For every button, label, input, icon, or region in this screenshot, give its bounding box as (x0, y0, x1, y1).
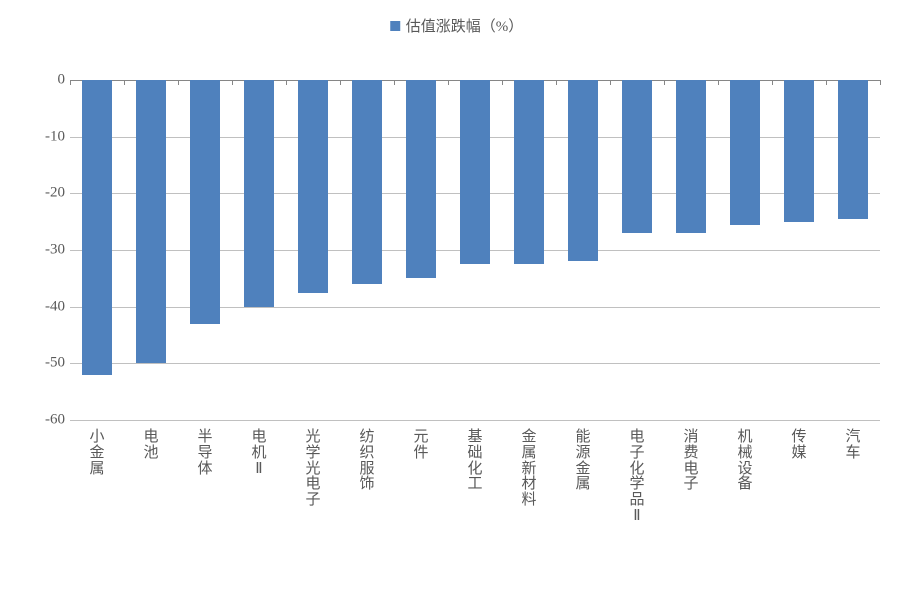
x-tick-label: 传媒 (772, 430, 826, 462)
legend-label: 估值涨跌幅（%） (406, 15, 524, 36)
x-tick-label: 小金属 (70, 430, 124, 477)
x-tick-label: 电子化学品Ⅱ (610, 430, 664, 525)
x-tick (286, 80, 287, 85)
bar (190, 80, 220, 324)
grid-line (70, 420, 880, 421)
x-tick (718, 80, 719, 85)
x-tick (772, 80, 773, 85)
bar (244, 80, 274, 307)
x-tick-label: 半导体 (178, 430, 232, 477)
x-tick-label: 金属新材料 (502, 430, 556, 509)
bar (730, 80, 760, 225)
x-tick-label: 汽车 (826, 430, 880, 462)
plot-area (70, 80, 880, 420)
x-tick (610, 80, 611, 85)
bar (298, 80, 328, 293)
x-tick (178, 80, 179, 85)
bar (136, 80, 166, 363)
x-tick-label: 光学光电子 (286, 430, 340, 509)
y-tick-label: -50 (45, 355, 65, 372)
bar (676, 80, 706, 233)
grid-line (70, 363, 880, 364)
y-tick-label: -30 (45, 242, 65, 259)
x-tick-label: 机械设备 (718, 430, 772, 493)
y-tick-label: -40 (45, 298, 65, 315)
x-tick (664, 80, 665, 85)
bar (514, 80, 544, 264)
bar (838, 80, 868, 219)
bar (460, 80, 490, 264)
x-tick (448, 80, 449, 85)
x-tick (124, 80, 125, 85)
y-tick-label: -60 (45, 412, 65, 429)
x-tick (502, 80, 503, 85)
y-tick-label: -10 (45, 128, 65, 145)
x-tick-label: 电机Ⅱ (232, 430, 286, 477)
y-tick-label: 0 (58, 72, 66, 89)
x-tick-label: 纺织服饰 (340, 430, 394, 493)
x-tick (880, 80, 881, 85)
bar (784, 80, 814, 222)
bar (406, 80, 436, 278)
x-tick-label: 能源金属 (556, 430, 610, 493)
x-tick (340, 80, 341, 85)
bar (622, 80, 652, 233)
x-tick-label: 基础化工 (448, 430, 502, 493)
chart-container: 估值涨跌幅（%） 0 -10 -20 -30 -40 -50 -60 小金属电池半导体电机Ⅱ… (0, 0, 913, 591)
x-tick-label: 消费电子 (664, 430, 718, 493)
x-tick-label: 元件 (394, 430, 448, 462)
y-tick-label: -20 (45, 185, 65, 202)
legend-swatch (390, 21, 400, 31)
x-tick (70, 80, 71, 85)
bar (352, 80, 382, 284)
x-tick (232, 80, 233, 85)
bar (568, 80, 598, 261)
x-tick (556, 80, 557, 85)
bar (82, 80, 112, 375)
legend: 估值涨跌幅（%） (390, 15, 524, 36)
x-tick (394, 80, 395, 85)
x-tick (826, 80, 827, 85)
x-tick-label: 电池 (124, 430, 178, 462)
